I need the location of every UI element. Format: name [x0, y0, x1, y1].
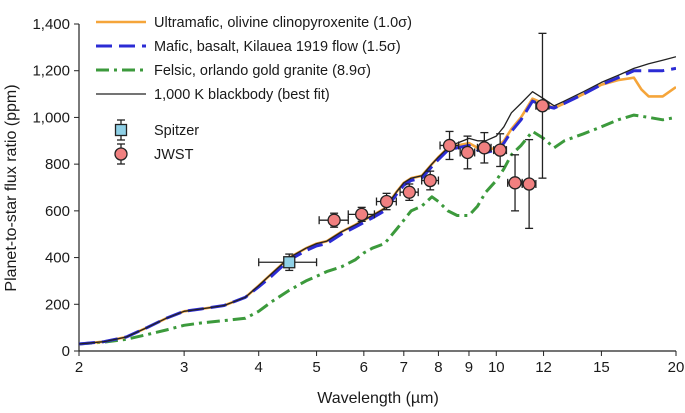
legend-mafic-label: Mafic, basalt, Kilauea 1919 flow (1.5σ)	[154, 39, 401, 55]
jwst-point	[507, 154, 523, 212]
jwst-marker	[508, 176, 522, 190]
jwst-marker	[522, 177, 536, 191]
legend-blackbody-label: 1,000 K blackbody (best fit)	[154, 87, 330, 103]
jwst-marker	[460, 145, 475, 160]
legend-ultramafic-label: Ultramafic, olivine clinopyroxenite (1.0…	[154, 15, 412, 31]
jwst-point	[459, 135, 476, 170]
y-tick-label: 200	[45, 296, 70, 313]
jwst-point	[521, 138, 537, 230]
x-tick-label: 5	[312, 359, 320, 376]
legend-spitzer: Spitzer	[114, 119, 199, 141]
x-axis-title: Wavelength (µm)	[317, 390, 439, 407]
x-tick-label: 20	[668, 359, 685, 376]
legend-spitzer-label: Spitzer	[154, 123, 199, 139]
legend-blackbody: 1,000 K blackbody (best fit)	[96, 87, 330, 103]
y-tick-label: 400	[45, 250, 70, 267]
legend: Ultramafic, olivine clinopyroxenite (1.0…	[96, 15, 412, 165]
x-tick-label: 8	[434, 359, 442, 376]
felsic-line	[79, 113, 676, 346]
x-tick-label: 7	[400, 359, 408, 376]
jwst-marker	[355, 207, 369, 222]
x-tick-label: 6	[360, 359, 368, 376]
ultramafic-line	[79, 76, 676, 346]
blackbody-line	[79, 56, 676, 345]
jwst-point	[421, 170, 440, 191]
legend-felsic: Felsic, orlando gold granite (8.9σ)	[96, 63, 371, 79]
jwst-marker	[327, 213, 341, 227]
jwst-marker	[423, 173, 437, 188]
jwst-point	[493, 133, 508, 168]
jwst-point	[318, 212, 349, 228]
x-tick-label: 2	[75, 359, 83, 376]
legend-felsic-label: Felsic, orlando gold granite (8.9σ)	[154, 63, 371, 79]
y-tick-label: 800	[45, 156, 70, 173]
legend-jwst-label: JWST	[154, 147, 194, 163]
legend-mafic: Mafic, basalt, Kilauea 1919 flow (1.5σ)	[96, 39, 401, 55]
y-tick-label: 1,000	[32, 109, 70, 126]
jwst-point	[347, 206, 376, 223]
y-tick-label: 0	[62, 343, 70, 360]
jwst-marker	[493, 143, 507, 157]
x-tick-label: 9	[465, 359, 473, 376]
jwst-point	[535, 32, 550, 179]
jwst-point	[375, 192, 397, 211]
jwst-point	[476, 131, 492, 164]
legend-jwst-marker	[114, 147, 128, 161]
spitzer-point	[258, 253, 318, 272]
jwst-marker	[477, 141, 491, 155]
spitzer-marker	[283, 256, 296, 269]
legend-ultramafic: Ultramafic, olivine clinopyroxenite (1.0…	[96, 15, 412, 31]
x-tick-label: 3	[180, 359, 188, 376]
x-tick-label: 4	[255, 359, 263, 376]
jwst-marker	[402, 185, 416, 199]
mafic-line	[79, 66, 676, 346]
y-axis-title: Planet-to-star flux ratio (ppm)	[3, 84, 20, 291]
observations	[258, 32, 550, 272]
legend-spitzer-marker	[114, 123, 128, 137]
x-tick-label: 15	[593, 359, 610, 376]
axes: 2 3 4 5 6 7 8 9 10 12 15 2002004006008001,0001,2001…	[32, 16, 684, 376]
y-tick-label: 1,200	[32, 63, 70, 80]
legend-jwst: JWST	[114, 143, 194, 165]
y-tick-label: 1,400	[32, 16, 70, 33]
x-tick-label: 12	[535, 359, 552, 376]
jwst-marker	[379, 194, 394, 209]
y-tick-label: 600	[45, 203, 70, 220]
x-tick-label: 10	[488, 359, 505, 376]
jwst-point	[399, 183, 419, 201]
jwst-point	[439, 130, 460, 161]
series-lines	[79, 56, 676, 346]
jwst-marker	[535, 99, 550, 113]
jwst-marker	[442, 138, 457, 153]
